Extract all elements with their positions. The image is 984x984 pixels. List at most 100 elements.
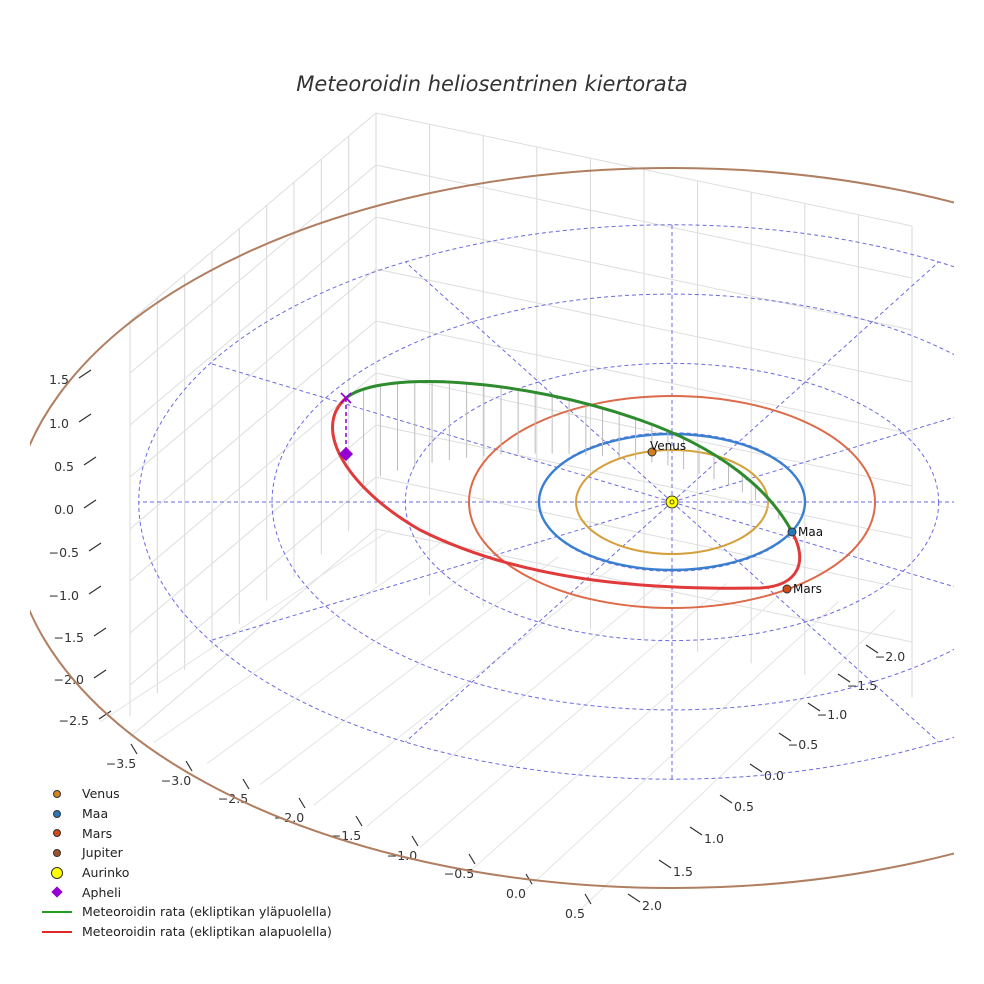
legend-label: Jupiter [82, 845, 123, 861]
grid-line [375, 216, 913, 331]
mars-marker [782, 584, 792, 594]
z-tick-mark [78, 413, 92, 423]
z-tick-label: 0.0 [54, 502, 74, 517]
z-tick-label: −0.5 [49, 545, 79, 560]
grid-line [366, 574, 671, 827]
z-tick-label: −2.5 [59, 713, 89, 728]
grid-line [313, 565, 615, 806]
grid-line [259, 556, 559, 786]
legend-item: Mars [40, 823, 332, 843]
legend: Venus Maa Mars Jupiter Aurinko Apheli Meteoroi… [40, 784, 332, 942]
grid-line [419, 582, 727, 848]
legend-marker [42, 910, 72, 913]
legend-label: Maa [82, 806, 109, 822]
z-tick-mark [83, 499, 97, 509]
y-tick-mark [807, 702, 821, 712]
orbit-drop-lines [363, 381, 789, 531]
legend-marker [53, 848, 61, 857]
y-tick-label: 2.0 [642, 898, 662, 913]
x-tick-mark [298, 797, 306, 809]
legend-marker [51, 886, 63, 898]
maa-label: Maa [798, 525, 823, 539]
x-tick-mark [355, 815, 363, 827]
ecliptic-spoke [671, 501, 939, 743]
meteoroid-path-below [331, 396, 802, 590]
ecliptic-spoke [210, 362, 673, 503]
z-tick-label: 1.0 [49, 416, 69, 431]
y-tick-label: −1.5 [847, 678, 877, 693]
maa-marker [787, 527, 797, 537]
legend-label: Mars [82, 825, 113, 841]
grid-line [375, 112, 913, 227]
y-tick-mark [837, 673, 851, 683]
grid-line [375, 320, 913, 435]
x-tick-mark [130, 743, 138, 755]
grid-line [375, 268, 913, 383]
legend-marker [53, 809, 61, 818]
grid-line [99, 529, 391, 723]
z-tick-mark [88, 542, 102, 552]
ecliptic-spoke [671, 261, 939, 503]
legend-label: Apheli [82, 884, 122, 900]
y-tick-label: 0.5 [734, 799, 754, 814]
ecliptic-spoke [210, 501, 673, 642]
grid-line [129, 164, 377, 374]
sun-core [669, 499, 675, 505]
grid-line [129, 476, 377, 686]
legend-swatch [40, 866, 74, 880]
y-tick-label: 0.0 [764, 768, 784, 783]
legend-marker [51, 866, 63, 879]
orbit-mars [468, 395, 876, 609]
x-tick-label: −3.0 [161, 773, 191, 788]
y-tick-mark [749, 763, 763, 773]
legend-item: Apheli [40, 882, 332, 902]
x-tick-mark [584, 893, 592, 905]
z-tick-mark [93, 627, 107, 637]
y-tick-mark [865, 644, 879, 654]
legend-swatch [40, 925, 74, 939]
grid-line [129, 112, 377, 322]
legend-swatch [40, 846, 74, 860]
y-tick-mark [719, 794, 733, 804]
legend-marker [53, 789, 61, 798]
legend-swatch [40, 885, 74, 899]
orbit-jupiter [30, 167, 954, 889]
legend-item: Aurinko [40, 863, 332, 883]
y-tick-label: −0.5 [788, 737, 818, 752]
sun-marker [665, 495, 679, 509]
grid-line [129, 320, 377, 530]
venus-marker [647, 447, 657, 457]
y-tick-label: 1.0 [704, 831, 724, 846]
chart-markers: Venus Maa Mars [338, 392, 823, 596]
axis-grid [99, 112, 913, 911]
grid-line [375, 372, 913, 487]
z-tick-label: 1.5 [49, 372, 69, 387]
legend-label: Venus [82, 786, 120, 802]
grid-line [579, 609, 896, 911]
x-tick-mark [468, 853, 476, 865]
legend-swatch [40, 807, 74, 821]
grid-line [375, 164, 913, 279]
x-tick-mark [242, 778, 250, 790]
legend-item: Meteoroidin rata (ekliptikan alapuolella… [40, 922, 332, 942]
grid-line [375, 424, 913, 539]
x-tick-label: 0.5 [565, 906, 585, 921]
legend-label: Meteoroidin rata (ekliptikan yläpuolella… [82, 904, 332, 920]
ecliptic-spoke [405, 261, 673, 503]
legend-item: Venus [40, 784, 332, 804]
grid-line [526, 600, 840, 890]
legend-swatch [40, 787, 74, 801]
z-tick-label: 0.5 [54, 459, 74, 474]
grid-line [375, 476, 913, 591]
z-tick-mark [88, 585, 102, 595]
y-tick-mark [627, 893, 641, 903]
x-tick-label: −2.5 [218, 791, 248, 806]
legend-label: Aurinko [82, 865, 130, 881]
meteoroid-path-above [345, 380, 794, 533]
grid-line [153, 538, 447, 744]
grid-line [129, 216, 377, 426]
meteoroid-path [331, 380, 802, 590]
ecliptic-spoke [671, 416, 954, 503]
y-tick-mark [778, 732, 792, 742]
